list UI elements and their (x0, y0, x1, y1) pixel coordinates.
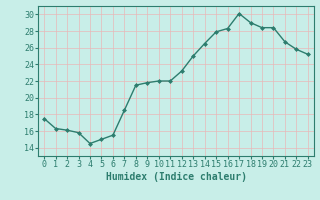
X-axis label: Humidex (Indice chaleur): Humidex (Indice chaleur) (106, 172, 246, 182)
